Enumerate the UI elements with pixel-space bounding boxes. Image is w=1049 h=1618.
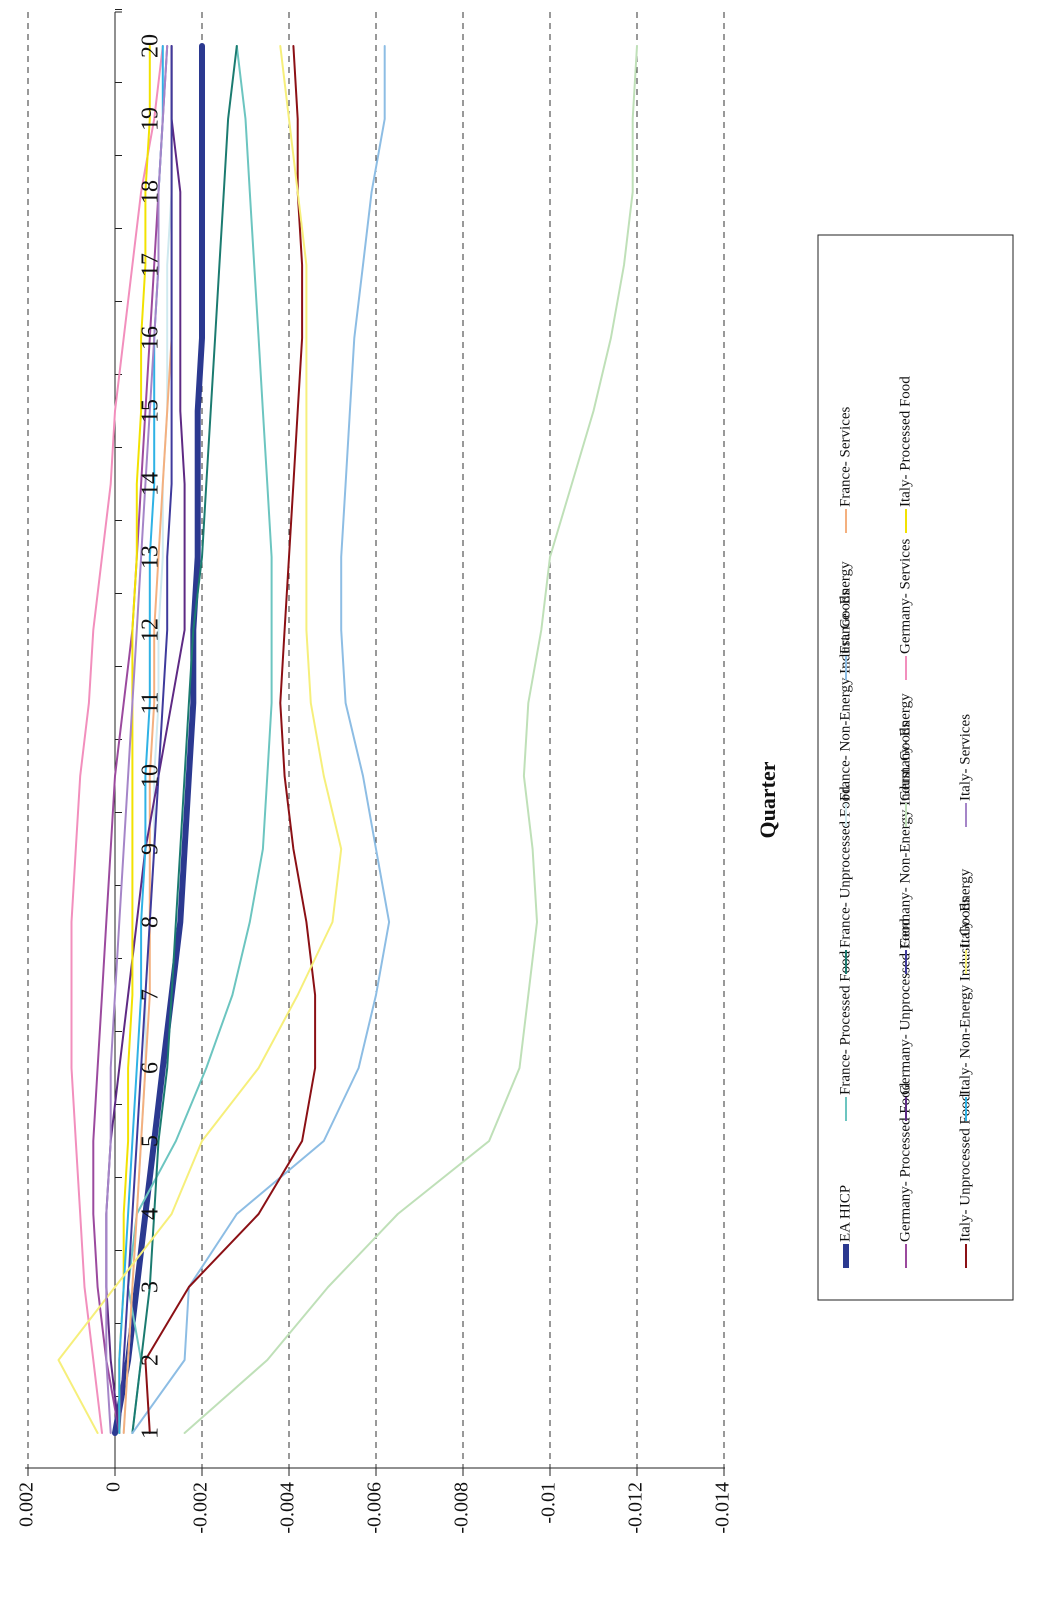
value-tick-label: -0.004 xyxy=(277,1482,299,1534)
quarter-tick-label: 11 xyxy=(138,691,164,714)
series-line xyxy=(127,45,273,1434)
legend-label: EA HICP xyxy=(837,1185,853,1242)
x-axis-title: Quarter xyxy=(755,761,780,838)
legend-label: France- Non-Energy Indust. Goods xyxy=(837,589,853,801)
legend-label: Italy- Processed Food xyxy=(897,376,913,507)
series-line xyxy=(118,45,173,1434)
value-tick-label: -0.002 xyxy=(190,1482,212,1534)
series-lines xyxy=(57,43,638,1436)
quarter-tick-label: 13 xyxy=(138,545,164,569)
value-tick-label: -0.006 xyxy=(364,1482,386,1534)
axes xyxy=(25,9,725,1476)
series-line xyxy=(112,43,205,1436)
series-line xyxy=(118,45,151,1434)
quarter-tick-label: 8 xyxy=(138,916,164,928)
legend-label: Germany- Non-Energy Indust. Goods xyxy=(897,721,913,948)
legend-label: France- Unprocessed Food xyxy=(837,786,853,948)
series-line xyxy=(70,45,164,1434)
quarter-tick-label: 19 xyxy=(138,107,164,131)
series-line xyxy=(92,45,169,1434)
legend-label: Italy- Services xyxy=(957,714,973,801)
legend-label: Italy- Energy xyxy=(957,868,973,948)
legend-label: Italy- Non-Energy Indust. Goods xyxy=(957,897,973,1095)
value-tick-label: -0.014 xyxy=(712,1482,734,1534)
quarter-tick-label: 15 xyxy=(138,399,164,423)
quarter-tick-label: 6 xyxy=(138,1062,164,1074)
quarter-tick-label: 18 xyxy=(138,180,164,204)
quarter-tick-label: 7 xyxy=(138,989,164,1001)
quarter-tick-label: 20 xyxy=(138,34,164,58)
quarter-tick-label: 16 xyxy=(138,326,164,350)
series-line xyxy=(57,45,343,1434)
legend-label: Germany- Processed Food xyxy=(897,1082,913,1242)
legend-label: Germany- Unprocessed Food xyxy=(897,918,913,1095)
legend-label: France- Services xyxy=(837,406,853,507)
value-tick-label: 0 xyxy=(103,1482,125,1492)
quarter-tick-label: 14 xyxy=(138,472,164,496)
quarter-tick-label: 2 xyxy=(138,1354,164,1366)
legend: EA HICP France- Processed Food France- Unp… xyxy=(817,234,1014,1301)
series-line xyxy=(144,45,317,1434)
value-tick-label: -0.01 xyxy=(538,1482,560,1524)
tick-labels: 0.002 0 -0.002 -0.004 -0.006 -0.008 -0.01 -0.01… xyxy=(16,34,734,1534)
series-line xyxy=(105,45,169,1434)
quarter-tick-label: 12 xyxy=(138,618,164,642)
legend-label: France- Energy xyxy=(837,561,853,654)
quarter-tick-label: 4 xyxy=(138,1208,164,1220)
quarter-tick-label: 10 xyxy=(138,764,164,788)
legend-label: France- Processed Food xyxy=(837,950,853,1095)
series-line xyxy=(183,45,638,1434)
quarter-tick-label: 1 xyxy=(138,1427,164,1439)
legend-label: Italy- Unprocessed Food xyxy=(957,1093,973,1242)
legend-box xyxy=(817,234,1014,1301)
legend-label: Germany- Energy xyxy=(897,693,913,801)
value-tick-label: 0.002 xyxy=(16,1482,38,1527)
value-tick-label: -0.012 xyxy=(625,1482,647,1534)
legend-label: Germany- Services xyxy=(897,538,913,654)
quarter-tick-label: 9 xyxy=(138,843,164,855)
series-line xyxy=(131,45,391,1434)
quarter-tick-label: 3 xyxy=(138,1281,164,1293)
quarter-tick-label: 5 xyxy=(138,1135,164,1147)
quarter-tick-label: 17 xyxy=(138,253,164,277)
value-tick-label: -0.008 xyxy=(451,1482,473,1534)
series-line xyxy=(131,45,238,1434)
